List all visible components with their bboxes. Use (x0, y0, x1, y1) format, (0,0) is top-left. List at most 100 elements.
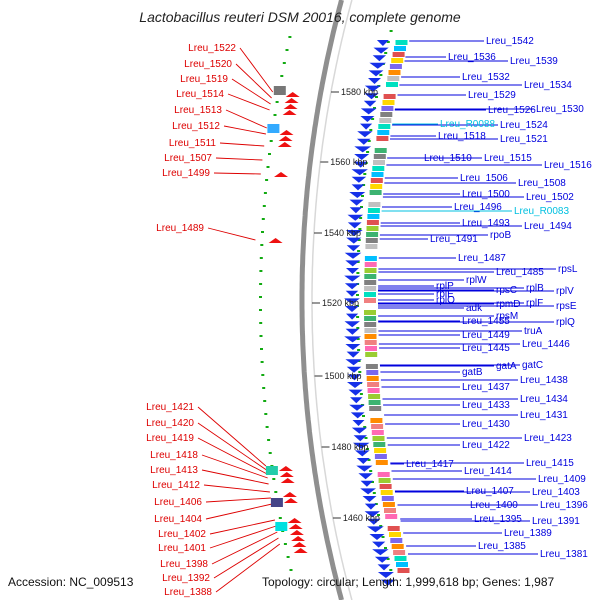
forward-gene-label[interactable]: Lreu_1391 (532, 516, 580, 527)
reverse-gene-label[interactable]: Lreu_1507 (164, 153, 212, 164)
reverse-gene-label[interactable]: Lreu_1522 (188, 43, 236, 54)
forward-gene-label[interactable]: Lreu_1438 (520, 375, 568, 386)
forward-gene-label[interactable]: Lreu_1500 (462, 189, 510, 200)
forward-gene-label[interactable]: rplO (436, 295, 455, 306)
forward-gene-label[interactable]: Lreu_1485 (496, 267, 544, 278)
gc-dash (260, 348, 263, 350)
forward-gene-label[interactable]: Lreu_1508 (518, 178, 566, 189)
forward-gene-label[interactable]: Lreu_1403 (532, 487, 580, 498)
reverse-gene-label[interactable]: Lreu_1398 (160, 559, 208, 570)
forward-gene-label[interactable]: Lreu_1493 (462, 218, 510, 229)
forward-gene-label[interactable]: Lreu_1385 (478, 541, 526, 552)
forward-gene-label[interactable]: Lreu_1542 (486, 36, 534, 47)
forward-gene-label[interactable]: Lreu_1414 (464, 466, 512, 477)
forward-gene-label[interactable]: Lreu_1430 (462, 419, 510, 430)
reverse-gene-label[interactable]: Lreu_1419 (146, 433, 194, 444)
gc-dash (358, 228, 362, 230)
reverse-gene-label[interactable]: Lreu_1421 (146, 402, 194, 413)
forward-gene-label[interactable]: rplQ (556, 317, 575, 328)
forward-gene-label[interactable]: Lreu_1521 (500, 134, 548, 145)
forward-gene-label[interactable]: Lreu_1487 (458, 253, 506, 264)
forward-gene-label[interactable]: Lreu_1510 (424, 153, 472, 164)
forward-gene-label[interactable]: Lreu_1534 (524, 80, 572, 91)
forward-gene-label[interactable]: Lreu_1417 (406, 459, 454, 470)
forward-gene-label[interactable]: Lreu_1530 (536, 104, 584, 115)
forward-gene-label[interactable]: Lreu_1437 (462, 382, 510, 393)
forward-gene-label[interactable]: truA (524, 326, 543, 337)
forward-gene-label[interactable]: gatA (496, 361, 517, 372)
forward-gene-label[interactable]: adk (466, 303, 483, 314)
forward-gene-label[interactable]: Lreu_1407 (466, 486, 514, 497)
forward-gene-label[interactable]: Lreu_1539 (510, 56, 558, 67)
reverse-leader-line (215, 157, 263, 161)
reverse-gene-label[interactable]: Lreu_1420 (146, 418, 194, 429)
forward-gene-label[interactable]: rplB (526, 283, 544, 294)
forward-gene-label[interactable]: Lreu_1409 (538, 474, 586, 485)
forward-gene-label[interactable]: Lreu_1389 (504, 528, 552, 539)
forward-gene-label[interactable]: Lreu_1515 (484, 153, 532, 164)
forward-gene-label[interactable]: Lreu_1529 (468, 90, 516, 101)
forward-gene-label[interactable]: rplF (526, 298, 543, 309)
reverse-gene-label[interactable]: Lreu_1406 (154, 497, 202, 508)
forward-gene-label[interactable]: Lreu_1423 (524, 433, 572, 444)
reverse-gene-label[interactable]: Lreu_1388 (164, 587, 212, 598)
forward-gene-label[interactable]: Lreu_1516 (544, 160, 592, 171)
forward-gene-label[interactable]: Lreu_1422 (462, 440, 510, 451)
reverse-gene-label[interactable]: Lreu_1404 (154, 514, 202, 525)
reverse-gene-label[interactable]: Lreu_1412 (152, 480, 200, 491)
forward-gene-label[interactable]: rpmD (496, 299, 520, 310)
forward-gene-label[interactable]: rplP (436, 281, 454, 292)
forward-gene-label[interactable]: Lreu_1536 (448, 52, 496, 63)
forward-gene-label[interactable]: Lreu_1491 (430, 234, 478, 245)
reverse-gene-label[interactable]: Lreu_1402 (158, 529, 206, 540)
forward-gene-label[interactable]: Lreu_1524 (500, 120, 548, 131)
forward-gene-label[interactable]: rpsM (496, 311, 518, 322)
forward-gene-label[interactable]: Lreu_1395 (474, 514, 522, 525)
cog-block (378, 124, 391, 129)
forward-gene-label[interactable]: Lreu_1431 (520, 410, 568, 421)
forward-gene-label[interactable]: Lreu_1494 (524, 221, 572, 232)
reverse-gene-label[interactable]: Lreu_1499 (162, 168, 210, 179)
gc-dash (361, 195, 364, 197)
reverse-gene-label[interactable]: Lreu_1519 (180, 74, 228, 85)
forward-gene-label[interactable]: rpsE (556, 301, 577, 312)
forward-gene-label[interactable]: Lreu_1446 (522, 339, 570, 350)
gc-dash (369, 470, 373, 472)
forward-gene-label[interactable]: Lreu_1455 (462, 316, 510, 327)
forward-gene-label[interactable]: Lreu_1381 (540, 549, 588, 560)
reverse-gene-label[interactable]: Lreu_1418 (150, 450, 198, 461)
forward-gene-label[interactable]: Lreu_1502 (526, 192, 574, 203)
forward-gene-label[interactable]: Lreu_1518 (438, 131, 486, 142)
forward-gene-label[interactable]: Lreu_1445 (462, 343, 510, 354)
forward-gene-label[interactable]: gatB (462, 367, 483, 378)
forward-gene-label[interactable]: gatC (522, 360, 543, 371)
reverse-gene-label[interactable]: Lreu_1512 (172, 121, 220, 132)
reverse-gene-label[interactable]: Lreu_1392 (162, 573, 210, 584)
reverse-gene-label[interactable]: Lreu_1401 (158, 543, 206, 554)
forward-gene-label[interactable]: rplV (556, 286, 574, 297)
reverse-gene-label[interactable]: Lreu_1511 (169, 138, 217, 149)
forward-gene-label[interactable]: Lreu_1526 (488, 105, 536, 116)
forward-gene-label[interactable]: rpsC (496, 285, 517, 296)
forward-gene-label[interactable]: Lreu_1434 (520, 394, 568, 405)
reverse-gene-label[interactable]: Lreu_1513 (174, 105, 222, 116)
forward-gene-label[interactable]: Lreu_1433 (462, 400, 510, 411)
forward-gene-label[interactable]: Lreu_1506 (460, 173, 508, 184)
reverse-gene-label[interactable]: Lreu_1514 (176, 89, 224, 100)
forward-gene-label[interactable]: Lreu_R0088 (440, 119, 495, 130)
forward-gene-label[interactable]: rplE (436, 289, 454, 300)
reverse-gene-label[interactable]: Lreu_1489 (156, 223, 204, 234)
reverse-gene-label[interactable]: Lreu_1520 (184, 59, 232, 70)
forward-gene-label[interactable]: Lreu_1496 (454, 202, 502, 213)
gc-dash (372, 492, 376, 494)
forward-gene-label[interactable]: Lreu_1415 (526, 458, 574, 469)
forward-gene-label[interactable]: rpoB (490, 230, 511, 241)
forward-gene-label[interactable]: Lreu_R0083 (514, 206, 569, 217)
forward-gene-label[interactable]: Lreu_1532 (462, 72, 510, 83)
forward-gene-label[interactable]: Lreu_1449 (462, 330, 510, 341)
forward-gene-label[interactable]: Lreu_1400 (470, 500, 518, 511)
reverse-gene-label[interactable]: Lreu_1413 (150, 465, 198, 476)
forward-gene-label[interactable]: Lreu_1396 (540, 500, 588, 511)
forward-gene-label[interactable]: rplW (466, 275, 487, 286)
forward-gene-label[interactable]: rpsL (558, 264, 578, 275)
